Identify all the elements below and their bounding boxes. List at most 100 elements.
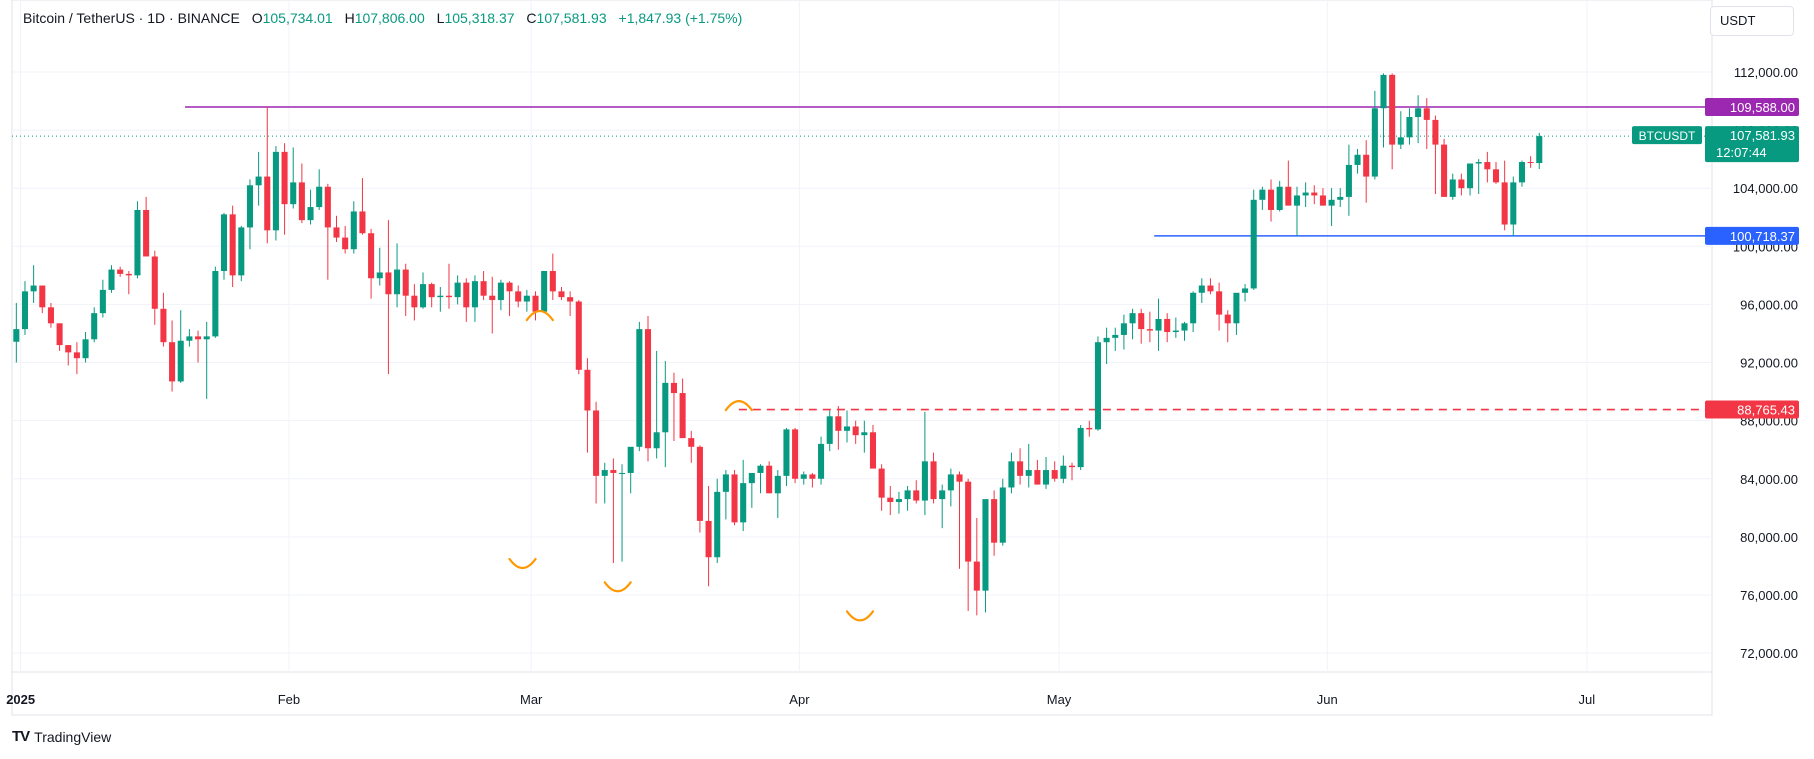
candle-body bbox=[212, 271, 219, 337]
open-value: 105,734.01 bbox=[262, 10, 333, 26]
candle-body bbox=[1311, 192, 1318, 196]
candle-body bbox=[1449, 179, 1456, 197]
horizontal-levels bbox=[12, 106, 1712, 411]
low-label: L bbox=[436, 10, 445, 26]
candle-body bbox=[722, 474, 729, 492]
candle-body bbox=[489, 295, 496, 301]
candle-body bbox=[991, 499, 998, 543]
candle-body bbox=[1285, 186, 1292, 206]
tradingview-brand[interactable]: TV TradingView bbox=[12, 728, 111, 745]
candle-body bbox=[1354, 154, 1361, 165]
candle-body bbox=[965, 481, 972, 562]
candle-body bbox=[238, 227, 245, 276]
close-label: C bbox=[526, 10, 537, 26]
candle-body bbox=[1302, 192, 1309, 196]
currency-button[interactable]: USDT bbox=[1710, 6, 1794, 36]
candle-body bbox=[895, 499, 902, 503]
candle-body bbox=[783, 429, 790, 476]
candle-body bbox=[1389, 74, 1396, 145]
candle-body bbox=[480, 281, 487, 296]
candle-body bbox=[1267, 189, 1275, 210]
candle-body bbox=[428, 284, 435, 298]
candle-body bbox=[1172, 330, 1179, 333]
candle-body bbox=[973, 561, 980, 591]
time-tick-label: May bbox=[1047, 692, 1072, 707]
countdown-label: 12:07:44 bbox=[1716, 145, 1767, 160]
candle-body bbox=[1233, 292, 1240, 324]
candle-body bbox=[662, 382, 669, 433]
candle-body bbox=[1112, 334, 1119, 338]
candle-body bbox=[999, 487, 1006, 543]
candle-body bbox=[497, 282, 504, 301]
change-value: +1,847.93 (+1.75%) bbox=[618, 10, 743, 26]
symbol-tag: BTCUSDT bbox=[1639, 129, 1696, 143]
price-tick-label: 72,000.00 bbox=[1740, 646, 1798, 661]
price-tick-label: 96,000.00 bbox=[1740, 297, 1798, 312]
candle-body bbox=[368, 233, 375, 279]
time-tick-label: Mar bbox=[520, 692, 543, 707]
candle-body bbox=[740, 483, 747, 523]
candle-body bbox=[1501, 182, 1508, 225]
candle-body bbox=[1034, 470, 1041, 485]
candle-body bbox=[1068, 465, 1076, 468]
candle-body bbox=[575, 301, 582, 370]
candle-body bbox=[861, 432, 868, 436]
candle-body bbox=[714, 491, 721, 558]
price-labels: 109,588.00 100,718.37 88,765.43 107,581.93 1… bbox=[1632, 98, 1799, 419]
candle-body bbox=[1216, 291, 1223, 315]
candle-body bbox=[411, 295, 418, 308]
candle-body bbox=[1008, 461, 1015, 488]
level-price-label-bg bbox=[1705, 226, 1799, 245]
candle-body bbox=[1337, 196, 1344, 200]
candle-body bbox=[1103, 337, 1110, 343]
candle-body bbox=[774, 475, 781, 494]
candle-body bbox=[913, 490, 920, 501]
candle-body bbox=[947, 474, 954, 491]
time-axis[interactable]: 2025 Feb Mar Apr May Jun Jul bbox=[6, 692, 1595, 707]
candle-body bbox=[532, 295, 539, 312]
candle-body bbox=[1155, 318, 1162, 331]
candle-body bbox=[117, 269, 124, 274]
open-label: O bbox=[251, 10, 263, 26]
candle-body bbox=[1190, 292, 1197, 324]
candle-body bbox=[1051, 470, 1058, 479]
price-tick-label: 76,000.00 bbox=[1740, 588, 1798, 603]
candle-body bbox=[515, 291, 522, 302]
price-tick-label: 104,000.00 bbox=[1733, 181, 1798, 196]
candle-body bbox=[21, 291, 29, 330]
candle-body bbox=[463, 282, 470, 308]
candle-body bbox=[125, 273, 132, 276]
candle-body bbox=[290, 182, 297, 205]
candle-body bbox=[134, 209, 141, 276]
candle-body bbox=[316, 186, 323, 208]
candle-body bbox=[688, 438, 695, 447]
candle-body bbox=[437, 295, 444, 298]
candle-body bbox=[30, 285, 37, 292]
pattern-bottom-mark bbox=[603, 581, 632, 593]
pattern-marks bbox=[508, 309, 875, 622]
candle-body bbox=[359, 211, 366, 234]
time-tick-label: 2025 bbox=[6, 692, 35, 707]
candle-body bbox=[1527, 162, 1534, 164]
candle-body bbox=[1181, 323, 1188, 331]
price-tick-label: 112,000.00 bbox=[1734, 65, 1798, 80]
symbol-title[interactable]: Bitcoin / TetherUS · 1D · BINANCE bbox=[23, 10, 240, 26]
candle-body bbox=[342, 237, 349, 250]
price-tick-label: 80,000.00 bbox=[1740, 530, 1798, 545]
candle-body bbox=[1423, 108, 1430, 120]
candle-body bbox=[151, 256, 158, 309]
candle-body bbox=[887, 497, 894, 503]
candle-body bbox=[1242, 288, 1249, 293]
candle-body bbox=[619, 472, 626, 474]
candle-body bbox=[1293, 195, 1301, 206]
candle-body bbox=[333, 227, 340, 238]
candle-body bbox=[73, 352, 80, 359]
chart-legend: Bitcoin / TetherUS · 1D · BINANCE O105,7… bbox=[23, 10, 742, 26]
candle-body bbox=[264, 176, 271, 231]
candle-body bbox=[108, 269, 115, 290]
candle-body bbox=[731, 474, 738, 523]
candle-body bbox=[1319, 195, 1326, 206]
candle-body bbox=[13, 329, 20, 342]
candle-body bbox=[826, 416, 833, 444]
